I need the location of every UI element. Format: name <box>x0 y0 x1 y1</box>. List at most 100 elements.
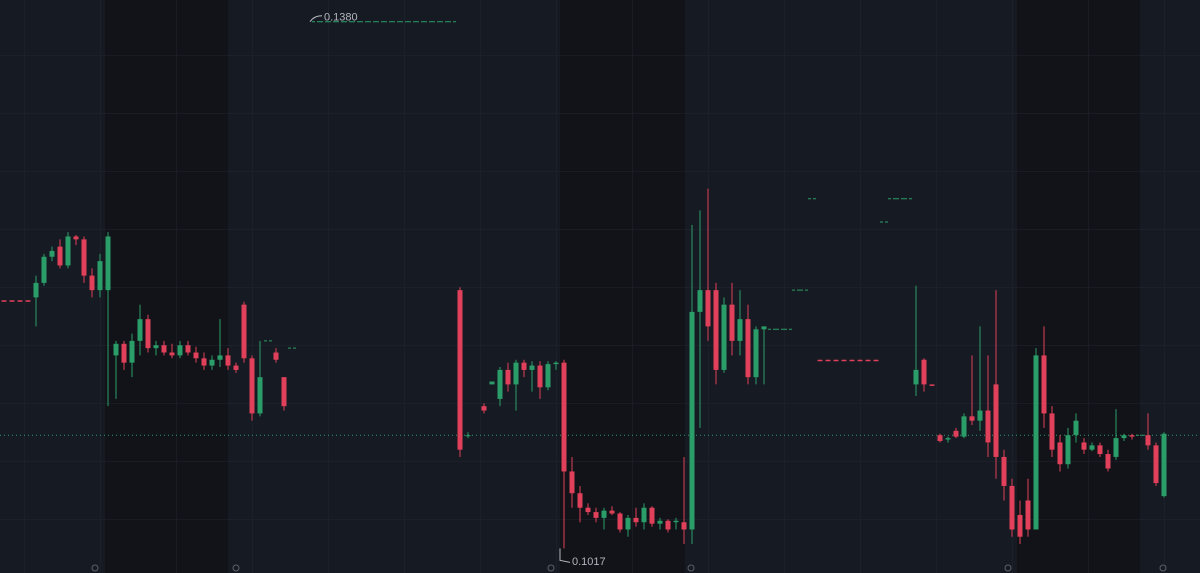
candle-body <box>1113 438 1119 457</box>
candle-body <box>657 520 663 524</box>
candle-body <box>937 435 943 441</box>
candle-body <box>249 358 255 414</box>
candle-body <box>561 362 567 472</box>
candle-body <box>281 377 287 407</box>
candle-body <box>177 345 183 356</box>
candle-body <box>585 507 591 513</box>
annotation-pointer <box>309 15 323 23</box>
candle-body <box>1065 435 1071 465</box>
candle-body <box>201 358 207 366</box>
candle-body <box>993 384 999 457</box>
candle-body <box>1025 500 1031 530</box>
candle-body <box>649 507 655 524</box>
candle-body <box>681 522 687 530</box>
candle-body <box>985 410 991 443</box>
candle-body <box>121 343 127 363</box>
candle-body <box>225 355 231 366</box>
session-icon <box>687 564 695 572</box>
candle-body <box>89 275 95 291</box>
candle-body <box>273 352 279 360</box>
candle-body <box>577 493 583 508</box>
candle-body <box>849 359 855 362</box>
candle-body <box>233 365 239 370</box>
candle-body <box>489 381 495 385</box>
candle-body <box>9 300 15 302</box>
candle-body <box>65 236 71 266</box>
candle-body <box>1153 445 1159 484</box>
candle-body <box>49 250 55 257</box>
candle-body <box>513 362 519 385</box>
session-icon <box>91 564 99 572</box>
candle-body <box>721 304 727 370</box>
candle-body <box>25 300 31 302</box>
candle-body <box>673 520 679 523</box>
candle-body <box>57 246 63 266</box>
candle-body <box>729 304 735 341</box>
session-icon <box>1004 564 1012 572</box>
candle-body <box>697 290 703 312</box>
candle-body <box>617 513 623 530</box>
candle-body <box>1041 355 1047 414</box>
candle-body <box>169 352 175 356</box>
candle-body <box>1073 420 1079 436</box>
candle-body <box>1001 456 1007 486</box>
candle-body <box>1017 514 1023 537</box>
candle-body <box>953 430 959 437</box>
candle-body <box>1145 435 1151 446</box>
candle-body <box>153 345 159 349</box>
candle-body <box>545 364 551 388</box>
candle-body <box>129 340 135 363</box>
candle-body <box>865 359 871 362</box>
annotation-label: 0.1017 <box>572 556 606 568</box>
candle-body <box>753 329 759 378</box>
candle-body <box>113 343 119 356</box>
candle-body <box>841 359 847 362</box>
candle-body <box>161 345 167 353</box>
candle-body <box>185 345 191 353</box>
candle-body <box>97 261 103 291</box>
candle-body <box>609 510 615 514</box>
candle-body <box>1049 413 1055 450</box>
candle-body <box>945 438 951 440</box>
candle-body <box>665 520 671 530</box>
session-icon <box>232 564 240 572</box>
candle-body <box>505 369 511 385</box>
candle-body <box>241 304 247 359</box>
session-icon <box>547 564 555 572</box>
candle-body <box>81 239 87 276</box>
candle-body <box>217 355 223 360</box>
candle-body <box>1 300 7 302</box>
candle-body <box>825 359 831 362</box>
candle-body <box>737 319 743 341</box>
annotation-pointer <box>559 548 571 563</box>
candle-body <box>977 410 983 421</box>
candle-body <box>969 416 975 421</box>
candle-body <box>1121 435 1127 439</box>
candle-body <box>961 416 967 437</box>
candle-body <box>641 507 647 523</box>
candle-body <box>921 359 927 385</box>
candle-body <box>105 236 111 291</box>
session-icon <box>1159 564 1167 572</box>
candle-body <box>601 510 607 518</box>
candle-body <box>457 290 463 450</box>
candle-body <box>761 326 767 330</box>
candle-body <box>857 359 863 362</box>
candle-body <box>705 290 711 327</box>
candle-body <box>1105 454 1111 469</box>
candle-body <box>1009 485 1015 530</box>
candle-body <box>593 512 599 518</box>
candle-body <box>1033 355 1039 530</box>
candle-body <box>873 359 879 362</box>
candle-body <box>553 362 559 365</box>
candle-body <box>497 369 503 399</box>
candle-body <box>33 282 39 298</box>
candle-body <box>633 517 639 523</box>
candle-body <box>569 471 575 494</box>
candle-body <box>1089 445 1095 450</box>
candle-body <box>257 377 263 414</box>
candle-body <box>193 352 199 359</box>
candle-body <box>145 319 151 349</box>
